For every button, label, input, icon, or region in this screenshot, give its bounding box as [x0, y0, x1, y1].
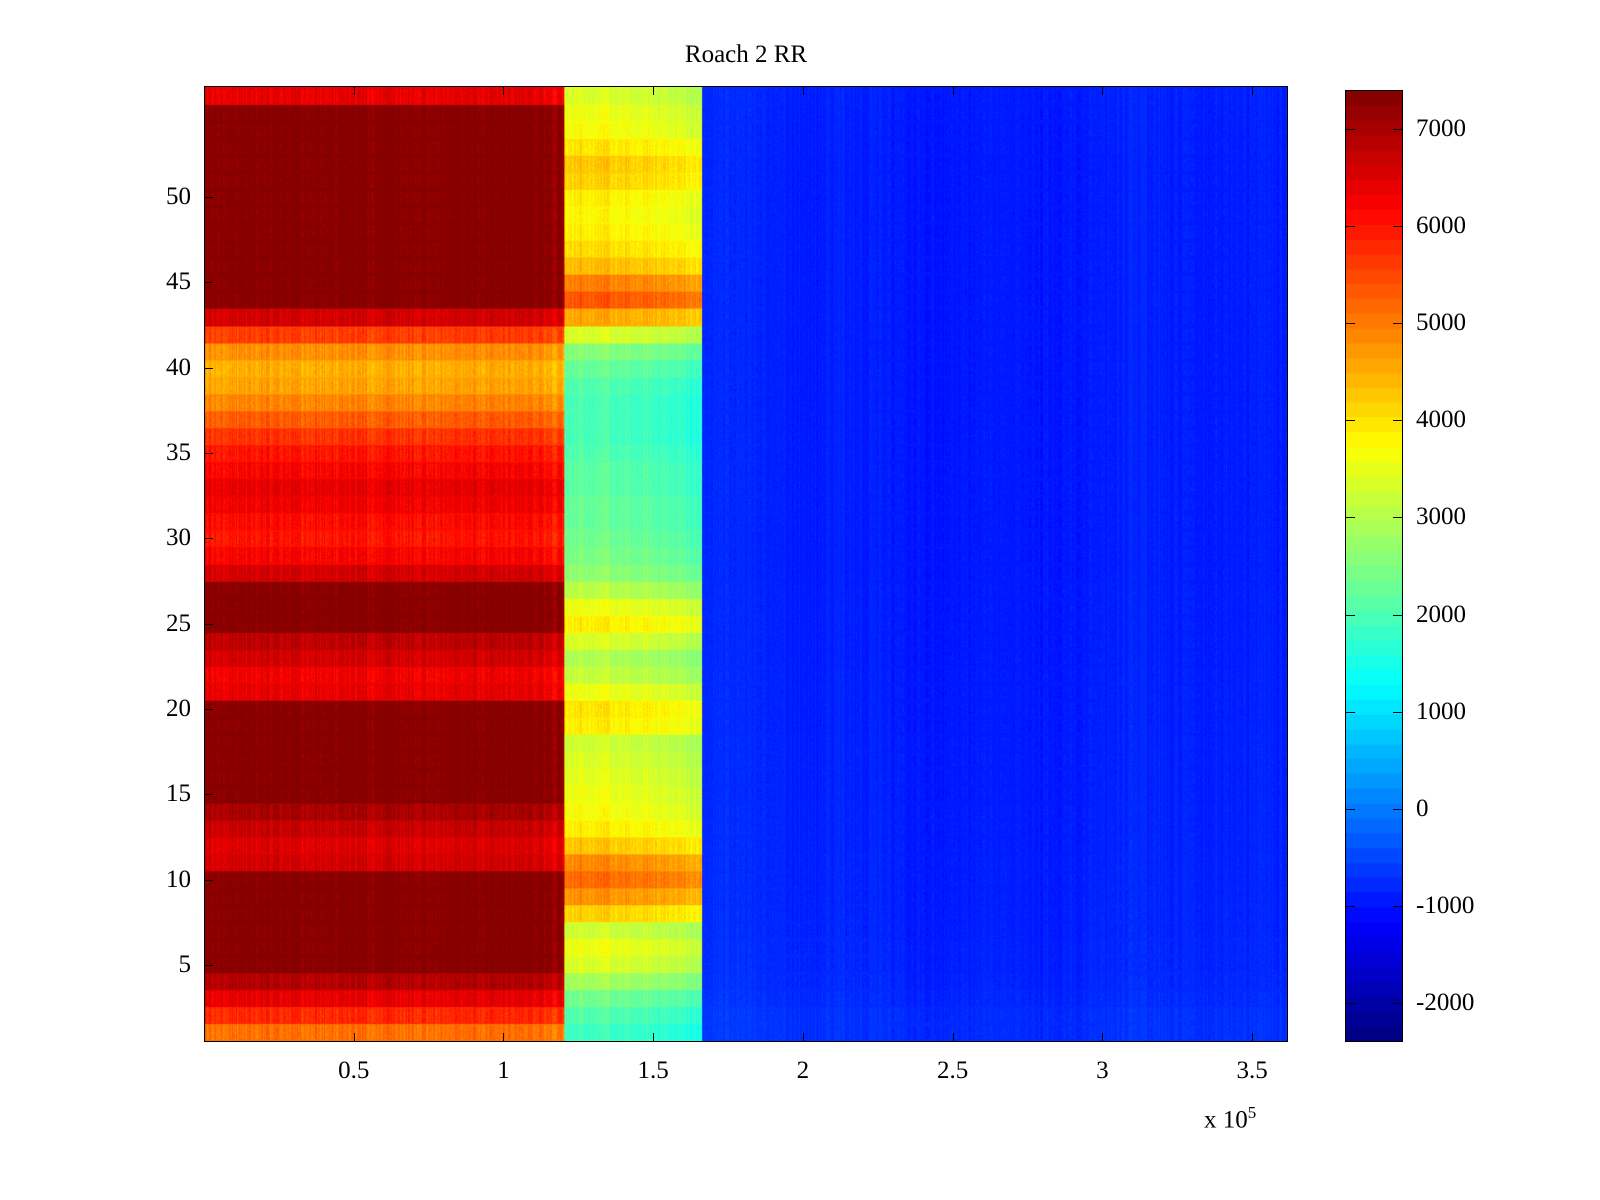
colorbar-tick-label: 7000 — [1416, 114, 1466, 142]
y-tick-mark — [204, 794, 213, 796]
colorbar-tick-label: 3000 — [1416, 503, 1466, 531]
y-tick-mark — [204, 367, 213, 369]
y-tick-label: 10 — [166, 865, 191, 893]
y-tick-mark — [204, 196, 213, 198]
y-tick-label: 35 — [166, 439, 191, 467]
x-tick-mark — [353, 1033, 355, 1042]
x-tick-mark-top — [952, 86, 954, 95]
colorbar-tick-mark-right — [1393, 906, 1403, 907]
x-tick-label: 2 — [796, 1057, 810, 1084]
y-tick-label: 15 — [166, 780, 191, 808]
colorbar-tick-mark-left — [1345, 614, 1355, 616]
colorbar-tick-label: 4000 — [1416, 406, 1466, 434]
colorbar-tick-mark-right — [1393, 808, 1403, 810]
heatmap-plot-area[interactable] — [204, 86, 1288, 1042]
x-tick-mark — [1102, 1033, 1104, 1042]
colorbar-tick-mark-right — [1393, 711, 1403, 713]
colorbar-tick-mark-right — [1393, 226, 1403, 227]
colorbar[interactable] — [1345, 90, 1403, 1042]
colorbar-tick-mark-left — [1345, 906, 1355, 907]
y-tick-label: 25 — [166, 609, 191, 637]
colorbar-tick-mark-left — [1345, 420, 1355, 422]
colorbar-tick-mark-right — [1393, 323, 1403, 325]
y-tick-label: 5 — [178, 951, 192, 979]
colorbar-tick-mark-right — [1393, 614, 1403, 616]
y-tick-label: 45 — [166, 268, 191, 296]
colorbar-tick-mark-right — [1393, 1003, 1403, 1005]
colorbar-gradient — [1346, 91, 1402, 1041]
x-tick-mark — [952, 1033, 954, 1042]
y-tick-label: 20 — [166, 695, 191, 723]
x-tick-label: 3.5 — [1236, 1057, 1268, 1084]
x-tick-mark-top — [1252, 86, 1254, 95]
colorbar-tick-mark-left — [1345, 226, 1355, 227]
y-tick-label: 30 — [166, 524, 191, 552]
colorbar-tick-mark-left — [1345, 1003, 1355, 1005]
x-tick-mark-top — [353, 86, 355, 95]
colorbar-tick-mark-left — [1345, 323, 1355, 325]
colorbar-tick-label: 0 — [1416, 794, 1429, 822]
x-tick-label: 0.5 — [338, 1057, 370, 1084]
exponent-power: 5 — [1247, 1103, 1257, 1122]
y-tick-label: 40 — [166, 353, 191, 381]
x-tick-mark-top — [503, 86, 505, 95]
x-tick-mark — [1252, 1033, 1254, 1042]
colorbar-tick-mark-right — [1393, 420, 1403, 422]
colorbar-tick-mark-left — [1345, 517, 1355, 519]
x-tick-label: 1.5 — [637, 1057, 669, 1084]
x-axis-exponent-label: x 105 — [1204, 1100, 1256, 1132]
heatmap-image — [205, 87, 1287, 1041]
x-tick-mark-top — [802, 86, 804, 95]
colorbar-tick-label: 6000 — [1416, 212, 1466, 239]
y-tick-label: 50 — [166, 182, 191, 210]
x-tick-mark — [503, 1033, 505, 1042]
colorbar-tick-label: 1000 — [1416, 697, 1466, 725]
y-tick-mark — [204, 965, 213, 967]
y-tick-mark — [204, 879, 213, 881]
colorbar-tick-label: 2000 — [1416, 600, 1466, 628]
y-tick-mark — [204, 623, 213, 625]
x-tick-mark — [802, 1033, 804, 1042]
y-tick-mark — [204, 538, 213, 540]
colorbar-tick-mark-left — [1345, 711, 1355, 713]
x-tick-label: 2.5 — [936, 1057, 969, 1084]
x-tick-mark-top — [653, 86, 655, 95]
y-tick-mark — [204, 453, 213, 455]
y-tick-mark — [204, 709, 213, 711]
x-tick-mark — [653, 1033, 655, 1042]
colorbar-tick-mark-left — [1345, 808, 1355, 810]
colorbar-tick-label: 5000 — [1416, 309, 1466, 337]
x-tick-label: 1 — [497, 1057, 510, 1084]
y-tick-mark — [204, 282, 213, 284]
exponent-prefix: x 10 — [1204, 1106, 1248, 1134]
colorbar-tick-label: -2000 — [1416, 989, 1475, 1017]
colorbar-tick-label: -1000 — [1416, 892, 1475, 919]
x-tick-mark-top — [1102, 86, 1104, 95]
x-tick-label: 3 — [1096, 1057, 1109, 1084]
colorbar-tick-mark-right — [1393, 517, 1403, 519]
colorbar-tick-mark-right — [1393, 128, 1403, 130]
plot-title: Roach 2 RR — [684, 41, 808, 68]
colorbar-tick-mark-left — [1345, 128, 1355, 130]
